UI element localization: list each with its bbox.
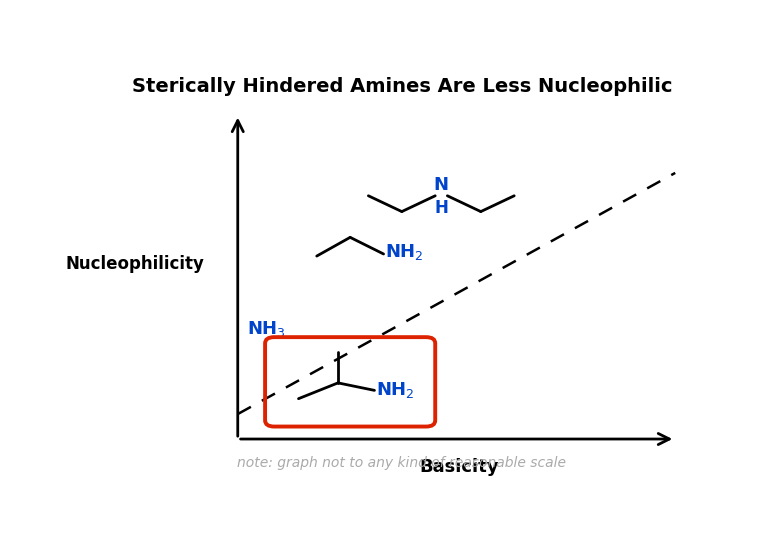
Text: Nucleophilicity: Nucleophilicity [65, 255, 204, 273]
Text: NH$_2$: NH$_2$ [385, 242, 423, 262]
Text: note: graph not to any kind of reasonable scale: note: graph not to any kind of reasonabl… [238, 456, 566, 470]
Text: NH$_3$: NH$_3$ [247, 319, 285, 339]
Text: NH$_2$: NH$_2$ [376, 380, 415, 400]
Text: N: N [434, 176, 448, 194]
Text: Sterically Hindered Amines Are Less Nucleophilic: Sterically Hindered Amines Are Less Nucl… [132, 77, 672, 96]
Text: H: H [434, 199, 448, 217]
Text: Basicity: Basicity [419, 458, 499, 476]
